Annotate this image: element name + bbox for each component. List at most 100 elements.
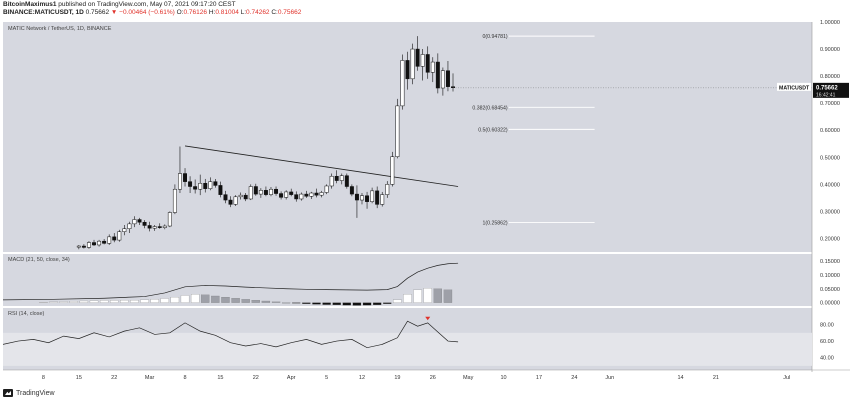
candle-body	[132, 219, 137, 225]
macd-histogram-bar	[332, 302, 341, 305]
time-tick-label: Jun	[605, 375, 614, 381]
high-label: H:	[208, 9, 216, 16]
candle-body	[329, 175, 334, 187]
countdown-tag: 16:42:41	[816, 92, 836, 98]
candle-body	[238, 194, 243, 198]
descending-trendline	[184, 145, 459, 187]
low-label: L:	[240, 9, 247, 16]
footer-brand[interactable]: TradingView	[16, 389, 55, 397]
last-price-tag: 0.75662	[816, 85, 838, 91]
macd-tick-label: 0.15000	[820, 259, 840, 265]
macd-histogram-bar	[120, 300, 129, 303]
price-tick-label: 0.40000	[820, 182, 840, 188]
chart-svg[interactable]: MATIC Network / TetherUS, 1D, BINANCE 1.0…	[0, 20, 850, 390]
macd-histogram-bar	[79, 300, 89, 303]
macd-histogram-bar	[312, 302, 321, 305]
candle-body	[299, 193, 304, 200]
symbol-tag-bg	[777, 82, 811, 91]
macd-histogram-bar	[241, 299, 250, 303]
time-tick-label: 17	[536, 375, 542, 381]
candle-body	[188, 181, 193, 187]
time-tick-label: 21	[713, 375, 719, 381]
last-price-tag-bg	[813, 82, 849, 98]
candle-body	[425, 54, 430, 73]
rsi-band	[3, 332, 812, 366]
time-tick-label: 5	[325, 375, 328, 381]
candle-body	[248, 186, 253, 200]
candle-body	[314, 192, 319, 196]
candle-body	[349, 186, 354, 195]
price-tick-label: 0.70000	[820, 101, 840, 107]
candle-body	[162, 225, 167, 228]
price-tick-label: 0.80000	[820, 74, 840, 80]
time-tick-label: 26	[430, 375, 436, 381]
macd-histogram-bar	[261, 300, 271, 303]
candle-body	[390, 156, 395, 185]
fib-label: 0.382(0.68454)	[472, 105, 507, 111]
macd-histogram-bar	[231, 298, 240, 303]
high-value: 0.81004	[215, 9, 239, 16]
candle-body	[370, 190, 375, 202]
candle-body	[157, 226, 162, 228]
candle-body	[354, 193, 359, 201]
macd-histogram-bar	[180, 295, 190, 303]
candle-body	[339, 175, 344, 181]
candle-body	[152, 226, 157, 229]
candle-body	[319, 192, 324, 196]
macd-histogram-bar	[59, 301, 68, 303]
publish-info: BitcoinMaximus1 published on TradingView…	[3, 1, 236, 8]
macd-tick-label: 0.10000	[820, 273, 840, 279]
candle-body	[213, 181, 218, 186]
macd-histogram-bar	[130, 300, 139, 303]
candle-body	[375, 190, 380, 205]
candle-body	[117, 231, 122, 241]
macd-line	[2, 262, 459, 301]
candle-body	[360, 195, 364, 201]
candle-body	[198, 183, 203, 190]
candle-body	[172, 188, 177, 213]
price-axis-area	[812, 22, 850, 370]
current-price: 0.75662	[85, 9, 110, 16]
candle-body	[294, 194, 299, 200]
macd-histogram-bar	[403, 294, 412, 303]
macd-histogram-bar	[201, 294, 210, 303]
time-tick-label: 15	[217, 375, 223, 381]
chart-frame[interactable]: MATIC Network / TetherUS, 1D, BINANCE 1.0…	[0, 20, 850, 390]
candle-body	[415, 48, 420, 67]
open-value: 0.76126	[183, 9, 208, 16]
candle-body	[81, 245, 86, 248]
rsi-tick-label: 80.00	[820, 323, 834, 329]
candle-body	[122, 228, 127, 232]
price-tick-label: 1.00000	[820, 20, 840, 26]
candle-body	[365, 195, 370, 202]
candle-body	[233, 196, 238, 205]
time-tick-label: 15	[76, 375, 82, 381]
macd-histogram-bar	[423, 288, 432, 303]
footer: TradingView	[3, 389, 55, 397]
candle-body	[440, 70, 445, 89]
fib-label: 1(0.25862)	[483, 221, 508, 227]
macd-histogram-bar	[433, 288, 442, 303]
candle-body	[76, 245, 81, 248]
rsi-tick-label: 40.00	[820, 356, 834, 362]
time-tick-label: 8	[183, 375, 186, 381]
author-name[interactable]: BitcoinMaximus1	[3, 1, 57, 8]
macd-histogram-bar	[352, 302, 362, 306]
low-value: 0.74262	[246, 9, 270, 16]
candle-body	[253, 186, 258, 195]
candle-body	[258, 190, 263, 195]
open-label: O:	[176, 9, 184, 16]
candle-body	[167, 212, 172, 227]
candle-body	[451, 86, 455, 89]
macd-histogram-bar	[383, 302, 392, 304]
candle-body	[274, 188, 279, 194]
candle-body	[193, 186, 198, 190]
candle-body	[284, 191, 289, 198]
macd-histogram-bar	[221, 297, 230, 303]
fib-label: 0.5(0.60322)	[478, 127, 508, 133]
candle-body	[137, 219, 142, 223]
candle-body	[127, 223, 132, 229]
candle-body	[380, 194, 385, 205]
time-tick-label: 19	[394, 375, 400, 381]
candle-body	[147, 225, 152, 229]
